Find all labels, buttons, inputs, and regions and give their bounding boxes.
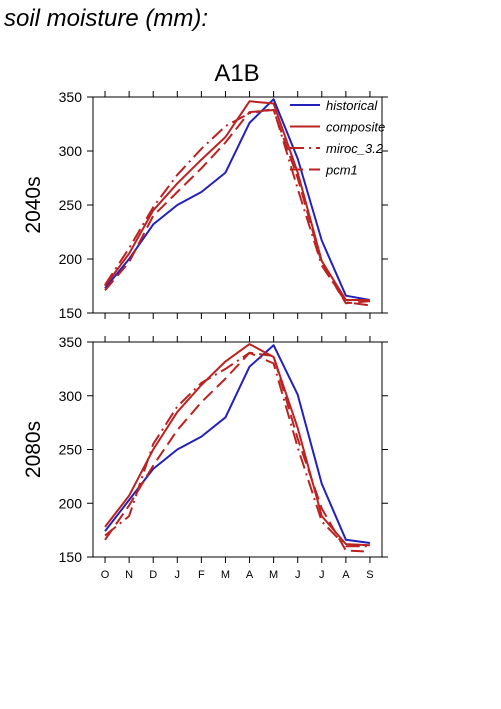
series-line-historical: [104, 98, 371, 301]
panel-2080s: 150 200 250 300 350 O N D J F M A M J J A S 2080s: [22, 334, 388, 581]
xtick-label: M: [269, 569, 278, 581]
ytick-label: 200: [59, 251, 83, 267]
ytick-label: 300: [59, 143, 83, 159]
series-line-pcm1: [104, 351, 371, 553]
xtick-label: J: [319, 569, 325, 581]
panel-2040s: 150 200 250 300 350 2040s historical composite m…: [22, 89, 388, 321]
legend-label: historical: [326, 98, 378, 113]
legend-label: miroc_3.2: [326, 141, 384, 156]
xtick-label: A: [246, 569, 254, 581]
xtick-label: J: [295, 569, 301, 581]
series-line-miroc_3.2: [104, 351, 370, 548]
legend-label: composite: [326, 120, 385, 135]
xtick-label: S: [366, 569, 373, 581]
legend: historical composite miroc_3.2 pcm1: [290, 98, 385, 178]
figure-title: soil moisture (mm):: [4, 5, 208, 32]
xtick-label: A: [342, 569, 350, 581]
ytick-label: 350: [59, 89, 83, 105]
row-label: 2080s: [22, 421, 45, 478]
series-line-pcm1: [104, 109, 371, 305]
series-line-historical: [104, 344, 371, 544]
xtick-label: D: [149, 569, 157, 581]
xtick-label: M: [221, 569, 230, 581]
ytick-label: 250: [59, 197, 83, 213]
ytick-label: 250: [59, 442, 83, 458]
ytick-label: 200: [59, 495, 83, 511]
ytick-label: 150: [59, 549, 83, 565]
ytick-label: 300: [59, 388, 83, 404]
xtick-label: F: [198, 569, 205, 581]
xtick-label: J: [175, 569, 181, 581]
xtick-label: N: [125, 569, 133, 581]
row-label: 2040s: [22, 176, 45, 233]
ytick-label: 350: [59, 334, 83, 350]
ytick-label: 150: [59, 305, 83, 321]
panels: 150 200 250 300 350 2040s historical composite m…: [22, 89, 388, 581]
scenario-title: A1B: [214, 60, 259, 87]
series-line-composite: [104, 343, 371, 547]
legend-label: pcm1: [325, 163, 358, 178]
xtick-label: O: [101, 569, 110, 581]
